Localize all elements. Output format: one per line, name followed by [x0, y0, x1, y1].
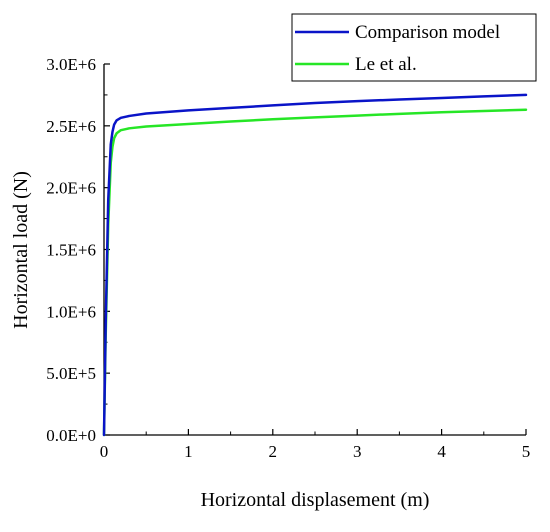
legend-label-le-et-al: Le et al.	[355, 54, 417, 75]
series-line-le-et-al	[102, 108, 528, 437]
x-tick-label: 5	[522, 442, 531, 461]
axis-ticks: 0 1 2 3 4 5 0.0E+0 5.0E+5 1.0E+6 1.5E+6 2.0E+6 2.5E…	[46, 55, 530, 461]
x-tick-label: 1	[184, 442, 193, 461]
y-tick-label: 2.0E+6	[46, 179, 96, 198]
y-tick-label: 5.0E+5	[46, 364, 96, 383]
y-tick-label: 1.0E+6	[46, 302, 96, 321]
y-axis-title: Horizontal load (N)	[10, 171, 32, 329]
series-layer	[102, 93, 528, 437]
plot-frame	[103, 64, 526, 436]
y-tick-label: 3.0E+6	[46, 55, 96, 74]
x-tick-label: 4	[437, 442, 446, 461]
y-tick-label: 2.5E+6	[46, 117, 96, 136]
legend-box	[291, 13, 537, 82]
x-tick-label: 0	[100, 442, 109, 461]
y-tick-label: 1.5E+6	[46, 241, 96, 260]
x-axis-title: Horizontal displasement (m)	[201, 489, 430, 511]
legend-label-comparison-model: Comparison model	[355, 22, 500, 43]
legend: Comparison model Le et al.	[291, 13, 537, 82]
y-tick-label: 0.0E+0	[46, 426, 96, 445]
x-tick-label: 2	[269, 442, 278, 461]
series-line-comparison-model	[102, 93, 528, 437]
x-tick-label: 3	[353, 442, 362, 461]
